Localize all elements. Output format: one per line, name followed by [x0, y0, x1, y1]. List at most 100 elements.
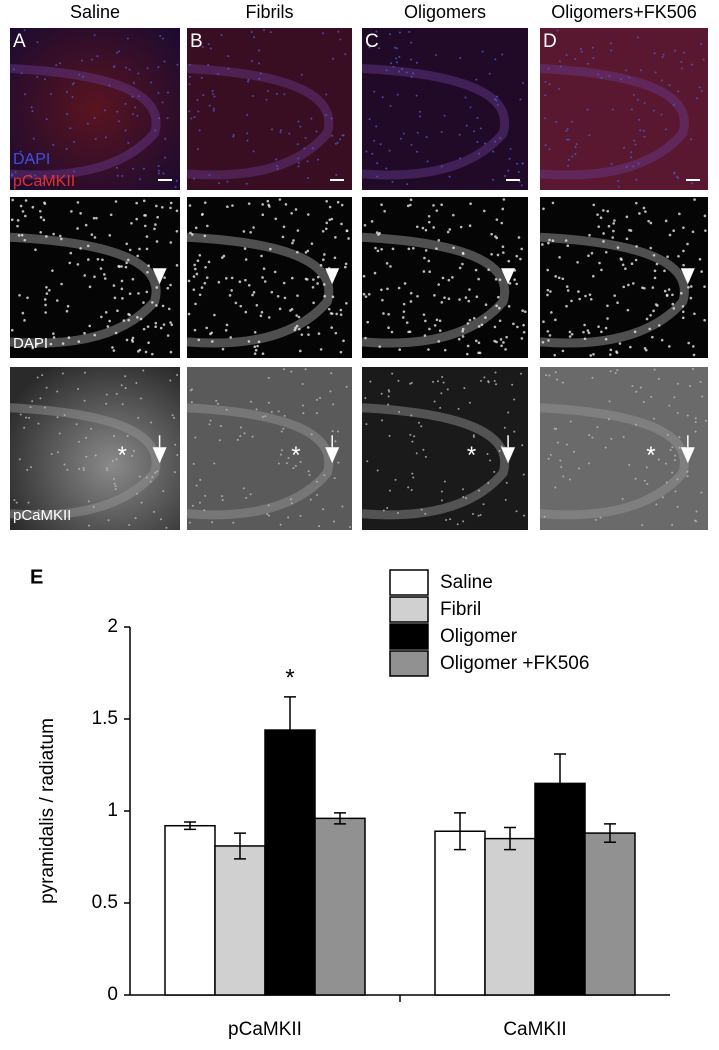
cell-dot — [566, 244, 570, 248]
cell-dot — [128, 68, 131, 71]
error-bar — [334, 812, 346, 825]
cell-dot — [190, 233, 194, 236]
cell-dot — [154, 321, 158, 325]
cell-dot — [608, 418, 611, 421]
cell-dot — [495, 236, 499, 240]
cell-dot — [77, 387, 80, 390]
cell-dot — [392, 65, 395, 68]
cell-dot — [542, 207, 545, 211]
cell-dot — [502, 341, 505, 344]
cell-dot — [652, 309, 655, 313]
cell-dot — [385, 262, 389, 265]
cell-dot — [24, 199, 28, 202]
cell-dot — [380, 392, 383, 395]
cell-dot — [11, 173, 14, 176]
cell-dot — [628, 76, 631, 79]
cell-dot — [155, 240, 159, 243]
cell-dot — [586, 329, 590, 332]
cell-dot — [120, 265, 123, 268]
cell-dot — [267, 316, 271, 319]
cell-dot — [126, 434, 129, 437]
cell-dot — [606, 209, 610, 213]
cell-dot — [459, 225, 463, 229]
cell-dot — [166, 334, 170, 337]
cell-dot — [681, 305, 685, 308]
cell-dot — [616, 369, 619, 372]
cell-dot — [93, 275, 96, 278]
cell-dot — [103, 273, 106, 276]
cell-dot — [557, 276, 561, 280]
cell-dot — [507, 169, 510, 172]
cell-dot — [296, 250, 299, 254]
cell-dot — [95, 216, 98, 220]
cell-dot — [387, 395, 390, 398]
cell-dot — [289, 309, 292, 312]
cell-dot — [547, 457, 550, 460]
cell-dot — [625, 165, 628, 168]
cell-dot — [257, 340, 261, 344]
cell-dot — [198, 129, 201, 132]
cell-dot — [387, 403, 390, 406]
cell-dot — [447, 297, 451, 301]
cell-dot — [561, 349, 565, 353]
cell-dot — [279, 453, 282, 456]
legend-swatch — [389, 650, 429, 677]
cell-dot — [435, 53, 438, 56]
cell-dot — [565, 138, 568, 141]
cell-dot — [590, 251, 594, 255]
cell-dot — [676, 175, 679, 178]
cell-dot — [388, 390, 391, 393]
cell-dot — [641, 524, 644, 527]
cell-dot — [420, 508, 423, 511]
cell-dot — [124, 375, 127, 378]
cell-dot — [416, 294, 419, 298]
cell-dot — [161, 205, 164, 209]
y-tick-label: 1.5 — [92, 708, 118, 729]
cell-dot — [380, 203, 383, 207]
cell-dot — [478, 351, 482, 355]
cell-dot — [330, 312, 334, 315]
cell-dot — [192, 462, 195, 465]
cell-dot — [370, 220, 374, 223]
legend-label: Saline — [440, 572, 493, 593]
cell-dot — [232, 521, 235, 524]
cell-dot — [126, 37, 129, 40]
cell-dot — [551, 239, 555, 242]
cell-dot — [335, 312, 338, 316]
cell-dot — [277, 410, 280, 413]
cell-dot — [307, 333, 310, 336]
cell-dot — [573, 450, 576, 453]
cell-dot — [342, 134, 345, 137]
cell-dot — [602, 240, 605, 243]
cell-dot — [588, 293, 592, 296]
cell-dot — [281, 235, 285, 239]
cell-dot — [90, 427, 93, 430]
cell-dot — [368, 46, 371, 49]
cell-dot — [634, 143, 637, 146]
cell-dot — [120, 287, 124, 291]
cell-dot — [522, 473, 525, 476]
cell-dot — [221, 495, 224, 498]
cell-dot — [142, 199, 146, 203]
cell-dot — [159, 34, 162, 37]
cell-dot — [282, 225, 286, 229]
cell-dot — [301, 404, 304, 407]
cell-dot — [422, 313, 426, 316]
cell-dot — [410, 75, 413, 78]
cell-dot — [262, 267, 266, 271]
cell-dot — [566, 127, 569, 130]
cell-dot — [667, 288, 671, 291]
cell-dot — [376, 175, 379, 178]
cell-dot — [651, 286, 655, 289]
cell-dot — [169, 206, 172, 210]
cell-dot — [630, 156, 633, 159]
cell-dot — [283, 414, 286, 417]
cell-dot — [694, 421, 697, 424]
cell-dot — [331, 295, 335, 299]
cell-dot — [567, 165, 570, 168]
cell-dot — [635, 390, 638, 393]
cell-dot — [151, 301, 154, 304]
cell-dot — [207, 64, 210, 67]
cell-dot — [66, 304, 70, 308]
